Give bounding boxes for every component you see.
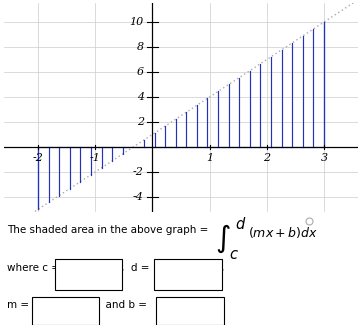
Text: 3: 3: [320, 153, 328, 163]
Text: $\int_c^{\,d}$: $\int_c^{\,d}$: [215, 215, 247, 262]
Text: ,  d =: , d =: [121, 263, 152, 273]
FancyBboxPatch shape: [55, 259, 122, 290]
Text: -2: -2: [133, 167, 144, 177]
Text: 6: 6: [137, 67, 144, 77]
Text: The shaded area in the above graph =: The shaded area in the above graph =: [7, 225, 209, 236]
Text: m =: m =: [7, 300, 33, 310]
Text: ,: ,: [220, 263, 223, 273]
FancyBboxPatch shape: [156, 297, 224, 325]
Text: $(mx + b)dx$: $(mx + b)dx$: [248, 225, 319, 240]
Text: 4: 4: [137, 92, 144, 102]
Text: -4: -4: [133, 192, 144, 202]
FancyBboxPatch shape: [32, 297, 100, 325]
Text: 1: 1: [206, 153, 213, 163]
FancyBboxPatch shape: [154, 259, 222, 290]
Text: 8: 8: [137, 42, 144, 52]
Text: and b =: and b =: [100, 300, 151, 310]
Text: -2: -2: [33, 153, 43, 163]
Text: where c =: where c =: [7, 263, 63, 273]
Text: 2: 2: [263, 153, 270, 163]
Text: -1: -1: [90, 153, 101, 163]
Text: 10: 10: [130, 17, 144, 27]
Text: 2: 2: [137, 117, 144, 127]
